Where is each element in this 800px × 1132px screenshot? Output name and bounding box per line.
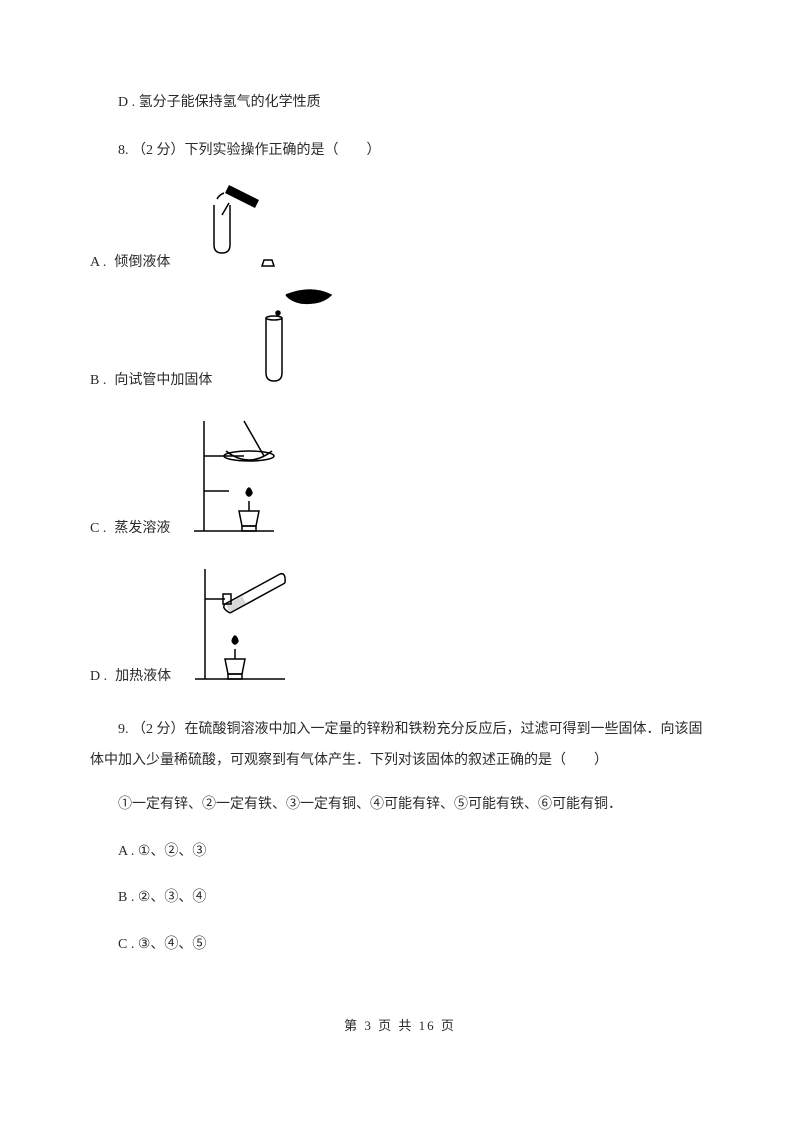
q8-d-label: D . <box>90 666 107 688</box>
q9-option-b: B . ②、③、④ <box>90 887 710 909</box>
page: D . 氢分子能保持氢气的化学性质 8. （2 分）下列实验操作正确的是（ ） … <box>0 0 800 1077</box>
q9-option-c: C . ③、④、⑤ <box>90 934 710 956</box>
q8-a-label: A . <box>90 252 106 274</box>
q8-a-diagram-icon <box>174 175 294 275</box>
q9-stem: 9. （2 分）在硫酸铜溶液中加入一定量的锌粉和铁粉充分反应后，过滤可得到一些固… <box>90 715 710 777</box>
q8-d-text: 加热液体 <box>115 666 171 688</box>
q8-c-text: 蒸发溶液 <box>114 518 170 540</box>
q9-list: ①一定有锌、②一定有铁、③一定有铜、④可能有锌、⑤可能有铁、⑥可能有铜． <box>90 794 710 816</box>
q8-stem: 8. （2 分）下列实验操作正确的是（ ） <box>90 140 710 162</box>
q8-b-label: B . <box>90 370 106 392</box>
q8-b-diagram-icon <box>216 283 356 393</box>
q8-option-d: D . 加热液体 <box>90 549 710 689</box>
q8-c-label: C . <box>90 518 106 540</box>
q8-option-a: A . 倾倒液体 <box>90 175 710 275</box>
q9-option-a: A . ①、②、③ <box>90 841 710 863</box>
q8-d-diagram-icon <box>175 549 315 689</box>
page-footer: 第 3 页 共 16 页 <box>90 1016 710 1037</box>
q8-c-diagram-icon <box>174 401 304 541</box>
q8-b-text: 向试管中加固体 <box>114 370 212 392</box>
prev-option-d: D . 氢分子能保持氢气的化学性质 <box>90 92 710 114</box>
q8-option-c: C . 蒸发溶液 <box>90 401 710 541</box>
q8-a-text: 倾倒液体 <box>114 252 170 274</box>
q8-option-b: B . 向试管中加固体 <box>90 283 710 393</box>
